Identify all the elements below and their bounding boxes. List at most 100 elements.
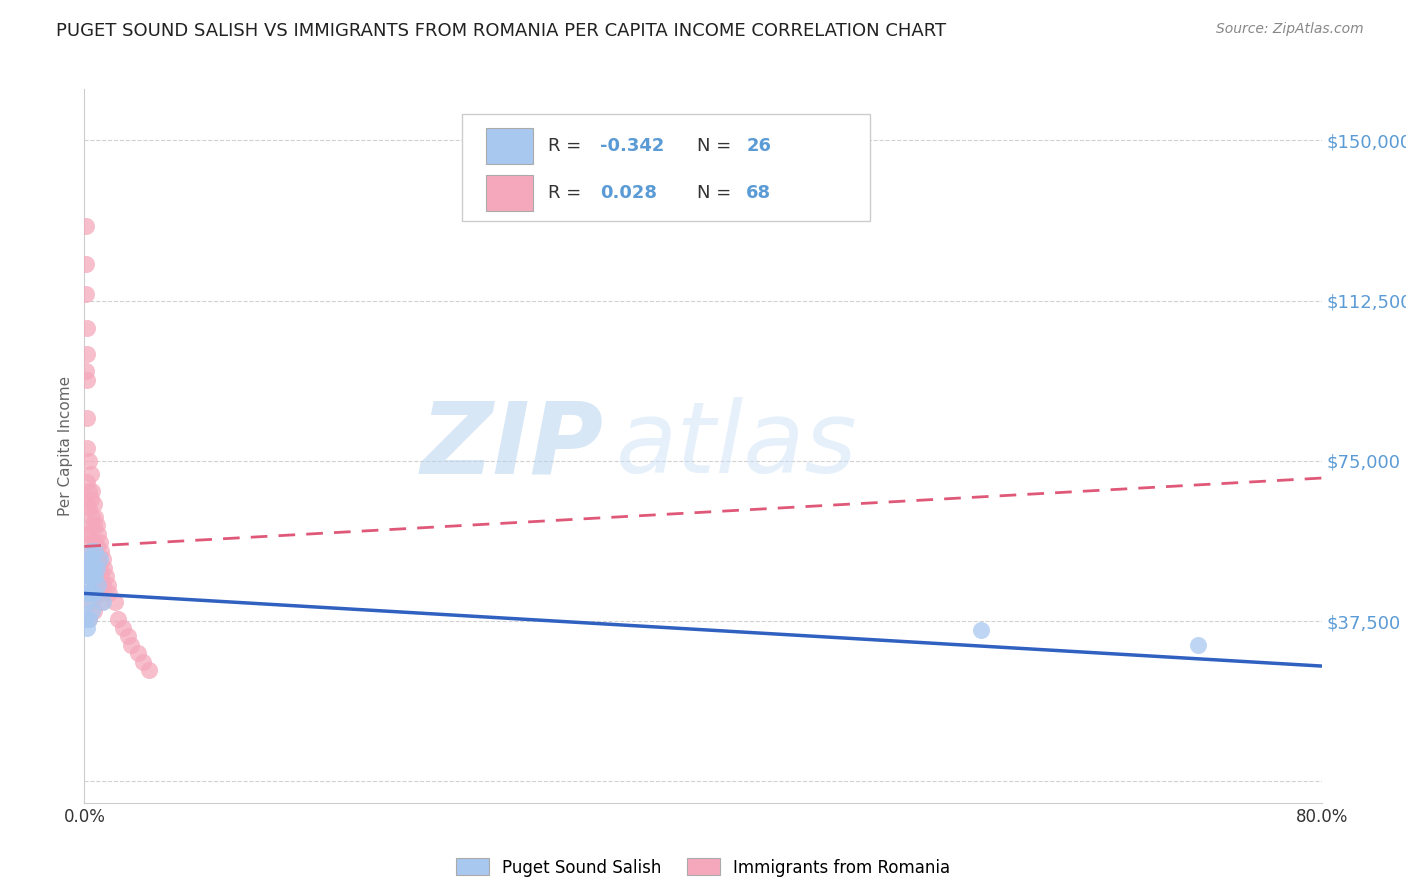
Point	[75, 586, 97, 600]
Point	[75, 219, 97, 233]
Point	[77, 552, 100, 566]
Point	[77, 526, 100, 541]
Point	[87, 552, 110, 566]
Text: PUGET SOUND SALISH VS IMMIGRANTS FROM ROMANIA PER CAPITA INCOME CORRELATION CHAR: PUGET SOUND SALISH VS IMMIGRANTS FROM RO…	[56, 22, 946, 40]
Text: 68: 68	[747, 184, 772, 202]
Point	[117, 629, 139, 643]
Point	[77, 612, 100, 626]
Point	[77, 454, 100, 468]
FancyBboxPatch shape	[461, 114, 870, 221]
Point	[120, 638, 142, 652]
Point	[93, 561, 115, 575]
Point	[77, 552, 100, 566]
Point	[77, 483, 100, 498]
Point	[75, 287, 97, 301]
Point	[79, 518, 101, 533]
Point	[76, 321, 98, 335]
Point	[1187, 638, 1209, 652]
Point	[87, 578, 110, 592]
Point	[83, 540, 105, 554]
Text: R =: R =	[548, 184, 588, 202]
Point	[79, 586, 101, 600]
Text: Source: ZipAtlas.com: Source: ZipAtlas.com	[1216, 22, 1364, 37]
Point	[76, 497, 98, 511]
Point	[132, 655, 155, 669]
Point	[76, 411, 98, 425]
Point	[89, 586, 111, 600]
Text: R =: R =	[548, 136, 588, 154]
Point	[82, 535, 104, 549]
Point	[77, 586, 100, 600]
Legend: Puget Sound Salish, Immigrants from Romania: Puget Sound Salish, Immigrants from Roma…	[456, 858, 950, 877]
Point	[970, 623, 993, 637]
Point	[79, 569, 101, 583]
Point	[76, 578, 98, 592]
Point	[127, 646, 149, 660]
Point	[94, 569, 117, 583]
Point	[138, 663, 160, 677]
Point	[112, 621, 135, 635]
Point	[96, 578, 118, 592]
Point	[82, 509, 104, 524]
Point	[83, 603, 105, 617]
Point	[90, 595, 112, 609]
Point	[86, 540, 108, 554]
Text: atlas: atlas	[616, 398, 858, 494]
Point	[90, 569, 112, 583]
Point	[104, 595, 127, 609]
Point	[84, 543, 107, 558]
Text: ZIP: ZIP	[420, 398, 605, 494]
Point	[86, 561, 108, 575]
Point	[77, 569, 100, 583]
Point	[83, 586, 105, 600]
Point	[98, 586, 121, 600]
Point	[76, 621, 98, 635]
Point	[75, 257, 97, 271]
Point	[79, 492, 101, 507]
Point	[83, 518, 105, 533]
Point	[89, 552, 111, 566]
Point	[84, 509, 107, 524]
Point	[79, 561, 101, 575]
Point	[79, 467, 101, 481]
Point	[83, 582, 105, 596]
Point	[84, 535, 107, 549]
FancyBboxPatch shape	[486, 128, 533, 163]
Point	[76, 552, 98, 566]
FancyBboxPatch shape	[486, 175, 533, 211]
Point	[82, 483, 104, 498]
Point	[83, 497, 105, 511]
Point	[84, 569, 107, 583]
Point	[83, 561, 105, 575]
Point	[77, 612, 100, 626]
Point	[87, 578, 110, 592]
Point	[77, 586, 100, 600]
Point	[79, 595, 101, 609]
Point	[86, 518, 108, 533]
Point	[82, 586, 104, 600]
Point	[76, 595, 98, 609]
Point	[82, 561, 104, 575]
Point	[89, 561, 111, 575]
Point	[76, 475, 98, 490]
Point	[82, 552, 104, 566]
Point	[91, 578, 114, 592]
Point	[107, 612, 129, 626]
Point	[76, 441, 98, 455]
Point	[75, 612, 97, 626]
Text: -0.342: -0.342	[600, 136, 665, 154]
Point	[87, 526, 110, 541]
Point	[76, 561, 98, 575]
Point	[90, 543, 112, 558]
Point	[75, 364, 97, 378]
Text: N =: N =	[697, 136, 737, 154]
Point	[77, 500, 100, 515]
Point	[86, 561, 108, 575]
Y-axis label: Per Capita Income: Per Capita Income	[58, 376, 73, 516]
Point	[83, 561, 105, 575]
Point	[76, 347, 98, 361]
Text: N =: N =	[697, 184, 737, 202]
Point	[89, 535, 111, 549]
Point	[76, 526, 98, 541]
Point	[79, 543, 101, 558]
